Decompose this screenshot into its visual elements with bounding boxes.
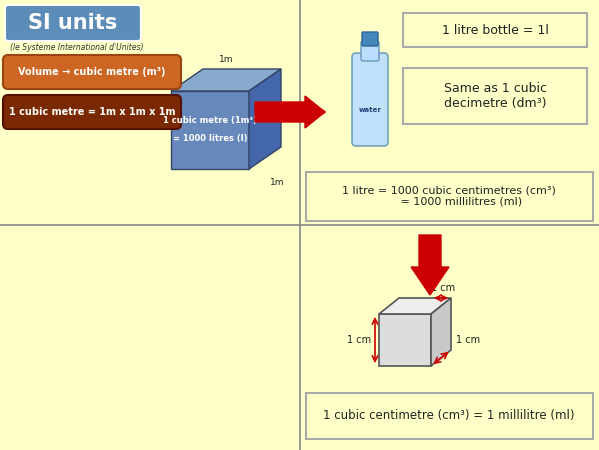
- Polygon shape: [379, 314, 431, 366]
- Text: 1m: 1m: [270, 178, 285, 187]
- Polygon shape: [249, 69, 281, 169]
- Polygon shape: [379, 298, 451, 314]
- Text: Same as 1 cubic
decimetre (dm³): Same as 1 cubic decimetre (dm³): [443, 82, 546, 110]
- Polygon shape: [171, 69, 281, 91]
- FancyBboxPatch shape: [361, 41, 379, 61]
- Text: 1m: 1m: [286, 114, 301, 123]
- FancyBboxPatch shape: [306, 172, 593, 221]
- FancyArrow shape: [411, 235, 449, 295]
- FancyBboxPatch shape: [352, 53, 388, 146]
- FancyArrow shape: [255, 96, 325, 128]
- Text: 1 litre bottle = 1l: 1 litre bottle = 1l: [441, 23, 549, 36]
- Text: 1 cubic metre = 1m x 1m x 1m: 1 cubic metre = 1m x 1m x 1m: [9, 107, 176, 117]
- Text: 1 litre = 1000 cubic centimetres (cm³)
       = 1000 millilitres (ml): 1 litre = 1000 cubic centimetres (cm³) =…: [342, 185, 556, 207]
- Text: (le Systeme International d'Unites): (le Systeme International d'Unites): [10, 44, 144, 53]
- FancyBboxPatch shape: [5, 5, 141, 41]
- FancyBboxPatch shape: [403, 68, 587, 124]
- FancyBboxPatch shape: [403, 13, 587, 47]
- Text: water: water: [359, 107, 382, 113]
- Text: SI units: SI units: [28, 13, 117, 33]
- Text: 1 cm: 1 cm: [347, 335, 371, 345]
- FancyBboxPatch shape: [3, 55, 181, 89]
- Polygon shape: [431, 298, 451, 366]
- FancyBboxPatch shape: [362, 32, 378, 46]
- FancyBboxPatch shape: [306, 393, 593, 439]
- Text: 1 cubic metre (1m³): 1 cubic metre (1m³): [163, 116, 257, 125]
- Text: = 1000 litres (l): = 1000 litres (l): [173, 134, 247, 143]
- Text: 1 cm: 1 cm: [431, 283, 455, 293]
- Text: 1 cm: 1 cm: [456, 335, 480, 345]
- Polygon shape: [171, 91, 249, 169]
- Text: 1 cubic centimetre (cm³) = 1 millilitre (ml): 1 cubic centimetre (cm³) = 1 millilitre …: [323, 410, 575, 423]
- Text: 1m: 1m: [219, 55, 233, 64]
- FancyBboxPatch shape: [3, 95, 181, 129]
- Text: Volume → cubic metre (m³): Volume → cubic metre (m³): [18, 67, 166, 77]
